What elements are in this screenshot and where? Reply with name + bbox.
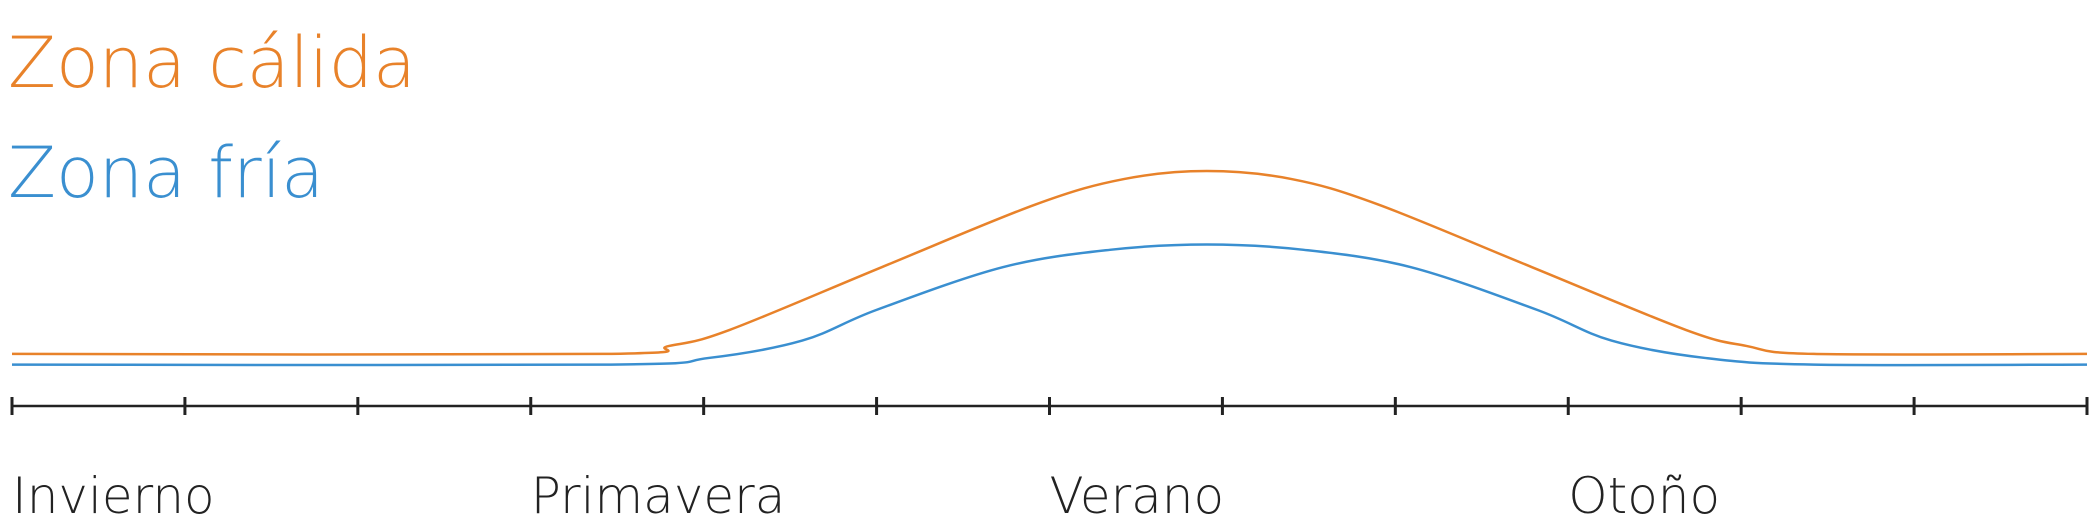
series-line xyxy=(11,243,2088,367)
x-tick-label: Invierno xyxy=(12,467,215,525)
legend-entry: Zona fría xyxy=(8,132,324,214)
x-tick-label: Verano xyxy=(1050,467,1225,525)
series-line xyxy=(11,169,2088,356)
x-tick-label: Primavera xyxy=(531,467,786,525)
x-tick-label: Otoño xyxy=(1568,467,1720,525)
legend-entry: Zona cálida xyxy=(8,22,416,104)
